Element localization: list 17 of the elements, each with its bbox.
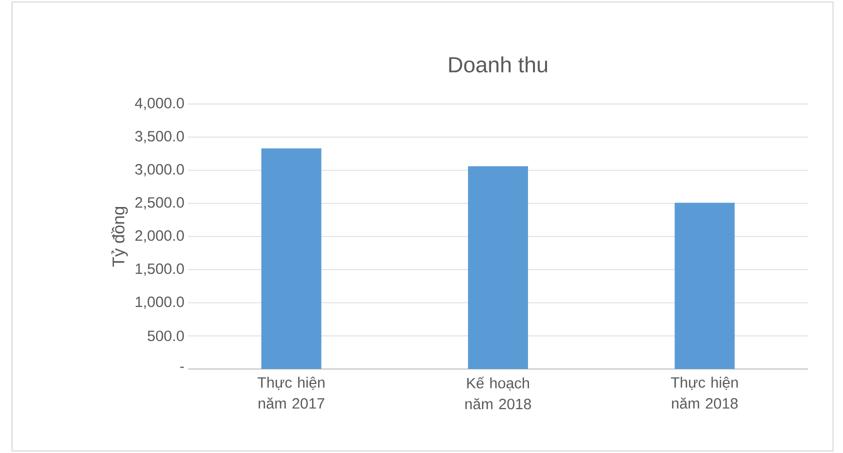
chart-title: Doanh thu bbox=[449, 56, 548, 72]
y-tick-label: 2,000.0 bbox=[135, 230, 184, 243]
y-tick-label: 4,000.0 bbox=[134, 98, 184, 110]
y-tick-label: 2,500.0 bbox=[135, 197, 184, 210]
y-tick-label: 3,500.0 bbox=[135, 130, 184, 144]
bar bbox=[674, 202, 735, 369]
x-tick-label: Kế hoạch năm 2018 bbox=[465, 376, 531, 410]
y-tick-label: 1,000.0 bbox=[136, 296, 184, 309]
bar bbox=[468, 166, 528, 369]
y-tick-label: 3,000.0 bbox=[135, 164, 184, 176]
x-tick-label: Thực hiện năm 2018 bbox=[670, 376, 738, 409]
y-axis-title: Tỷ đồng bbox=[111, 207, 128, 267]
y-tick-label: - bbox=[180, 366, 184, 368]
y-tick-label: 500.0 bbox=[148, 330, 184, 342]
bar bbox=[261, 148, 322, 369]
y-tick-label: 1,500.0 bbox=[136, 263, 184, 276]
x-tick-label: Thực hiện năm 2017 bbox=[258, 376, 324, 409]
